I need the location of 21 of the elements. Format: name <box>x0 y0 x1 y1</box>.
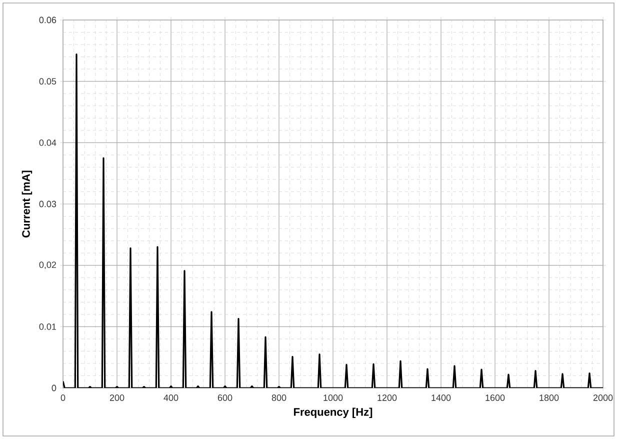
y-tick-label: 0.06 <box>39 16 56 24</box>
y-tick-label: 0.04 <box>39 139 56 146</box>
x-tick-label: 0 <box>60 394 66 401</box>
y-axis-title: Current [mA] <box>22 170 32 238</box>
x-tick-label: 2000 <box>593 394 613 401</box>
y-tick-label: 0,02 <box>39 262 56 270</box>
y-tick-label: 0.05 <box>39 78 56 85</box>
x-tick-label: 1800 <box>540 394 559 401</box>
x-tick-label: 600 <box>218 394 232 401</box>
x-tick-label: 200 <box>110 394 124 401</box>
x-tick-label: 400 <box>164 394 178 401</box>
x-tick-label: 800 <box>272 394 286 401</box>
y-tick-label: 0.03 <box>39 200 56 208</box>
line-series <box>63 54 604 388</box>
x-tick-label: 1200 <box>378 394 397 401</box>
x-tick-label: 1600 <box>486 394 505 401</box>
y-tick-label: 0 <box>52 384 56 392</box>
y-tick-label: 0.01 <box>39 323 56 330</box>
x-tick-label: 1000 <box>324 394 343 401</box>
x-axis-title: Frequency [Hz] <box>294 408 372 418</box>
x-tick-label: 1400 <box>432 394 451 401</box>
